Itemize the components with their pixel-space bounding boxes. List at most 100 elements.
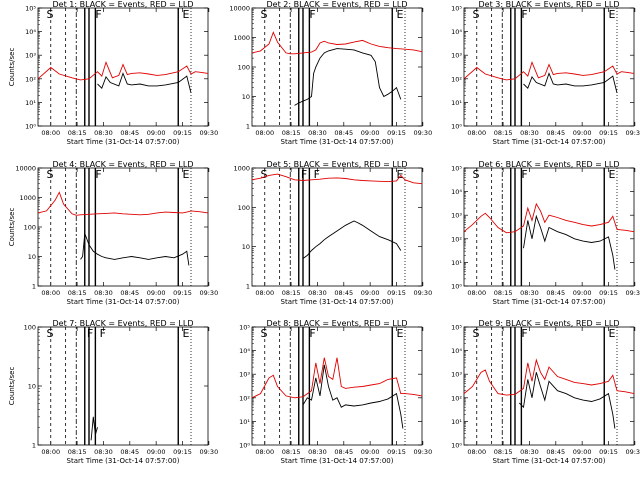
x-tick-label: 08:30: [520, 129, 539, 137]
y-tick-label: 10⁵: [451, 165, 462, 173]
x-tick-label: 08:15: [282, 289, 301, 297]
y-tick-label: 10⁰: [25, 123, 36, 131]
x-tick-label: 08:00: [255, 289, 274, 297]
x-tick-label: 09:15: [387, 129, 406, 137]
time-marker-label: F: [95, 8, 101, 21]
plot-frame: [463, 167, 635, 287]
y-tick-label: 100: [24, 324, 36, 332]
x-axis-label: Start Time (31-Oct-14 07:57:00): [67, 138, 180, 146]
y-tick-label: 10⁰: [451, 442, 462, 450]
time-marker-label: E: [609, 168, 616, 181]
x-tick-label: 09:30: [625, 129, 640, 137]
y-tick-label: 10⁴: [451, 347, 462, 355]
x-axis-label: Start Time (31-Oct-14 07:57:00): [67, 457, 180, 465]
y-tick-label: 10³: [239, 371, 250, 379]
time-marker-label: F: [314, 168, 320, 181]
x-tick-label: 09:15: [387, 448, 406, 456]
x-tick-label: 09:15: [387, 289, 406, 297]
x-tick-label: 08:15: [68, 448, 87, 456]
y-tick-label: 1: [32, 442, 36, 450]
x-tick-label: 08:45: [120, 129, 139, 137]
y-tick-label: 1000: [19, 194, 36, 202]
series-lld-line: [251, 173, 423, 185]
plot-frame: [37, 7, 209, 127]
y-tick-label: 10⁵: [239, 324, 250, 332]
panel-det-8: Det 8: BLACK = Events, RED = LLD 10⁰ 10¹ 10…: [239, 319, 432, 465]
y-tick-label: 10²: [451, 235, 462, 243]
y-tick-label: 10¹: [451, 99, 462, 107]
y-axis-label: Counts/sec: [8, 208, 16, 247]
panel-det-9: Det 9: BLACK = Events, RED = LLD 10⁰ 10¹ 10…: [451, 319, 640, 465]
series-events-line: [302, 220, 402, 259]
chart-title: Det 8: BLACK = Events, RED = LLD: [267, 319, 408, 328]
plot-frame: [251, 7, 423, 127]
x-tick-label: 08:30: [308, 129, 327, 137]
y-tick-label: 10⁴: [451, 28, 462, 36]
time-marker-label: S: [261, 327, 268, 340]
x-tick-label: 09:15: [173, 448, 192, 456]
time-marker-label: S: [473, 327, 480, 340]
y-tick-label: 10⁰: [239, 442, 250, 450]
x-axis-label: Start Time (31-Oct-14 07:57:00): [281, 298, 394, 306]
x-tick-label: 09:30: [625, 448, 640, 456]
x-tick-label: 09:15: [599, 129, 618, 137]
x-tick-label: 09:00: [361, 129, 380, 137]
y-tick-label: 10³: [25, 52, 36, 60]
y-tick-label: 1000: [233, 34, 250, 42]
chart-title: Det 3: BLACK = Events, RED = LLD: [479, 0, 620, 9]
chart-title: Det 6: BLACK = Events, RED = LLD: [479, 160, 620, 169]
panel-det-5: Det 5: BLACK = Events, RED = LLD 1 10 100 10…: [233, 160, 432, 306]
x-tick-label: 08:00: [467, 129, 486, 137]
y-tick-label: 1: [246, 123, 250, 131]
x-tick-label: 08:30: [94, 448, 113, 456]
y-tick-label: 10⁴: [239, 347, 250, 355]
time-marker-label: F: [87, 327, 93, 340]
x-tick-label: 08:15: [494, 129, 513, 137]
y-tick-label: 10²: [451, 394, 462, 402]
panel-det-4: Det 4: BLACK = Events, RED = LLD 1 10 100 10…: [8, 160, 218, 306]
x-tick-label: 08:00: [41, 289, 60, 297]
plot-frame: [251, 167, 423, 287]
x-tick-label: 08:15: [282, 129, 301, 137]
y-tick-label: 10²: [451, 75, 462, 83]
panel-det-1: Det 1: BLACK = Events, RED = LLD 10⁰ 10¹ 10…: [8, 0, 218, 146]
y-tick-label: 10⁵: [451, 5, 462, 13]
series-events-line: [302, 364, 404, 429]
y-tick-label: 1: [246, 283, 250, 291]
series-events-line: [523, 214, 616, 270]
series-events-line: [518, 372, 616, 429]
chart-title: Det 2: BLACK = Events, RED = LLD: [267, 0, 408, 9]
x-tick-label: 08:45: [334, 129, 353, 137]
y-tick-label: 10⁰: [451, 123, 462, 131]
x-tick-label: 09:00: [573, 448, 592, 456]
x-tick-label: 09:30: [413, 448, 432, 456]
x-tick-label: 08:45: [120, 289, 139, 297]
series-events-line: [523, 72, 618, 94]
x-tick-label: 08:00: [41, 129, 60, 137]
x-tick-label: 09:00: [573, 289, 592, 297]
x-tick-label: 08:00: [255, 448, 274, 456]
series-events-line: [97, 72, 192, 94]
x-tick-label: 08:15: [494, 289, 513, 297]
y-tick-label: 10³: [451, 212, 462, 220]
x-tick-label: 09:30: [625, 289, 640, 297]
panel-det-7: Det 7: BLACK = Events, RED = LLD 1 10 100 08…: [8, 319, 218, 465]
y-tick-label: 10000: [15, 165, 36, 173]
time-marker-label: E: [183, 168, 190, 181]
x-tick-label: 09:00: [361, 289, 380, 297]
time-marker-label: S: [261, 8, 268, 21]
panel-det-2: Det 2: BLACK = Events, RED = LLD 1 10 100 10…: [229, 0, 432, 146]
y-tick-label: 1: [32, 283, 36, 291]
x-tick-label: 08:15: [494, 448, 513, 456]
y-tick-label: 10: [242, 243, 250, 251]
time-marker-label: S: [473, 168, 480, 181]
y-tick-label: 10⁰: [451, 283, 462, 291]
x-tick-label: 09:00: [361, 448, 380, 456]
x-tick-label: 08:45: [546, 289, 565, 297]
plot-frame: [463, 326, 635, 446]
time-marker-label: F: [309, 8, 315, 21]
y-axis-label: Counts/sec: [8, 367, 16, 406]
time-marker-label: F: [521, 168, 527, 181]
y-tick-label: 10⁴: [451, 188, 462, 196]
x-tick-label: 08:00: [467, 289, 486, 297]
